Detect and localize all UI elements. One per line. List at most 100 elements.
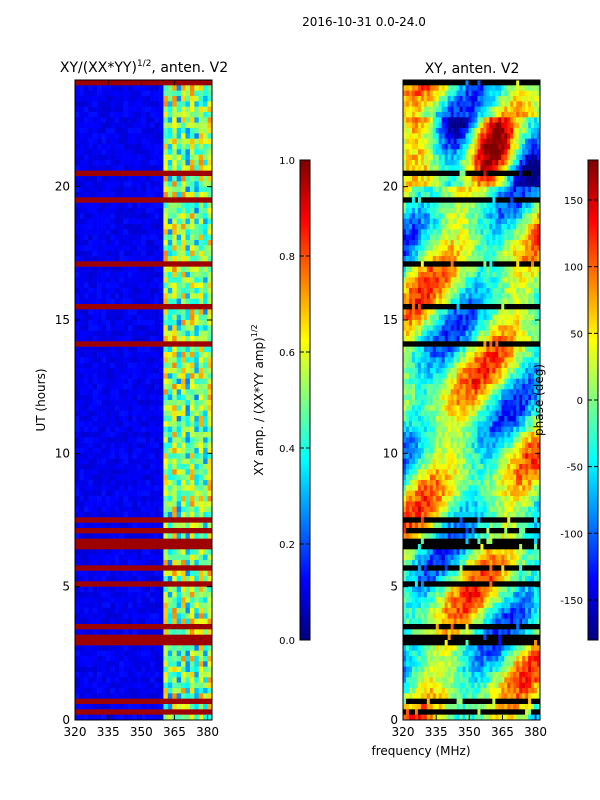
amp-cell	[141, 282, 147, 289]
amp-cell	[97, 261, 102, 267]
amp-cell	[92, 448, 98, 454]
phase-cell	[525, 154, 529, 161]
amp-cell	[145, 528, 151, 534]
amp-cell	[88, 256, 93, 262]
amp-cell	[207, 608, 213, 614]
amp-cell	[189, 250, 195, 257]
amp-cell	[172, 448, 177, 454]
amp-cell	[101, 682, 107, 689]
amp-cell	[203, 240, 208, 246]
amp-cell	[105, 144, 111, 150]
amp-cell	[154, 517, 160, 523]
amp-cell	[194, 256, 200, 262]
amp-cell	[154, 634, 160, 641]
amp-cell	[150, 298, 155, 305]
phase-cell	[498, 213, 502, 219]
amp-cell	[97, 128, 102, 134]
phase-cell	[462, 122, 466, 129]
amp-cell	[136, 224, 142, 230]
amp-cell	[158, 672, 164, 678]
amp-cell	[163, 677, 169, 683]
amp-cell	[123, 314, 129, 321]
amp-cell	[119, 330, 124, 337]
amp-cell	[97, 544, 102, 550]
phase-cell	[519, 186, 523, 193]
amp-cell	[75, 378, 80, 385]
amp-cell	[207, 709, 213, 715]
amp-cell	[158, 565, 164, 571]
amp-cell	[141, 389, 147, 395]
phase-cell	[459, 112, 463, 118]
amp-cell	[79, 512, 85, 518]
amp-cell	[123, 560, 129, 566]
phase-cell	[495, 181, 499, 187]
amp-cell	[79, 400, 85, 406]
phase-cell	[483, 112, 487, 118]
phase-cell	[426, 176, 431, 182]
phase-cell	[447, 85, 451, 91]
amp-cell	[110, 501, 116, 507]
amp-cell	[198, 704, 204, 710]
phase-cell	[468, 192, 472, 198]
amp-cell	[189, 528, 195, 534]
amp-cell	[181, 277, 186, 283]
phase-cell	[408, 202, 413, 209]
amp-cell	[167, 389, 173, 395]
phase-cell	[447, 138, 451, 145]
amp-cell	[189, 229, 195, 235]
amp-cell	[101, 85, 107, 91]
amp-cell	[185, 122, 191, 129]
amp-cell	[88, 485, 93, 491]
amp-cell	[141, 400, 147, 406]
amp-cell	[92, 506, 98, 513]
amp-cell	[92, 709, 98, 715]
phase-cell	[426, 85, 431, 91]
phase-cell	[495, 170, 499, 177]
amp-cell	[189, 693, 195, 699]
amp-cell	[128, 709, 133, 715]
amp-cell	[101, 469, 107, 475]
phase-cell	[417, 165, 422, 171]
phase-cell	[462, 202, 466, 209]
amp-cell	[83, 640, 89, 646]
amp-cell	[198, 122, 204, 129]
phase-cell	[477, 80, 481, 86]
amp-cell	[185, 138, 191, 145]
phase-cell	[411, 149, 416, 155]
amp-cell	[150, 533, 155, 539]
phase-cell	[474, 197, 478, 203]
amp-cell	[207, 288, 213, 294]
amp-cell	[101, 645, 107, 651]
phase-cell	[429, 176, 434, 182]
phase-cell	[450, 138, 454, 145]
amp-cell	[181, 304, 186, 310]
amp-cell	[163, 368, 169, 374]
amp-cell	[207, 138, 213, 145]
phase-cell	[459, 176, 463, 182]
amp-cell	[114, 522, 120, 529]
amp-cell	[123, 293, 129, 299]
amp-cell	[194, 133, 200, 139]
amp-cell	[176, 597, 182, 603]
amp-cell	[145, 506, 151, 513]
amp-cell	[207, 538, 213, 545]
amp-cell	[132, 533, 138, 539]
phase-cell	[522, 90, 526, 97]
phase-cell	[528, 154, 532, 161]
amp-cell	[83, 234, 89, 241]
phase-cell	[462, 112, 466, 118]
phase-cell	[495, 218, 499, 225]
amp-cell	[158, 592, 164, 598]
phase-cell	[435, 160, 440, 166]
amp-cell	[207, 485, 213, 491]
amp-cell	[83, 613, 89, 619]
amp-cell	[185, 634, 191, 641]
phase-cell	[522, 176, 526, 182]
amp-cell	[123, 570, 129, 577]
amp-cell	[141, 192, 147, 198]
amp-cell	[97, 288, 102, 294]
amp-cell	[207, 677, 213, 683]
amp-cell	[158, 90, 164, 97]
amp-cell	[75, 704, 80, 710]
amp-cell	[75, 442, 80, 449]
